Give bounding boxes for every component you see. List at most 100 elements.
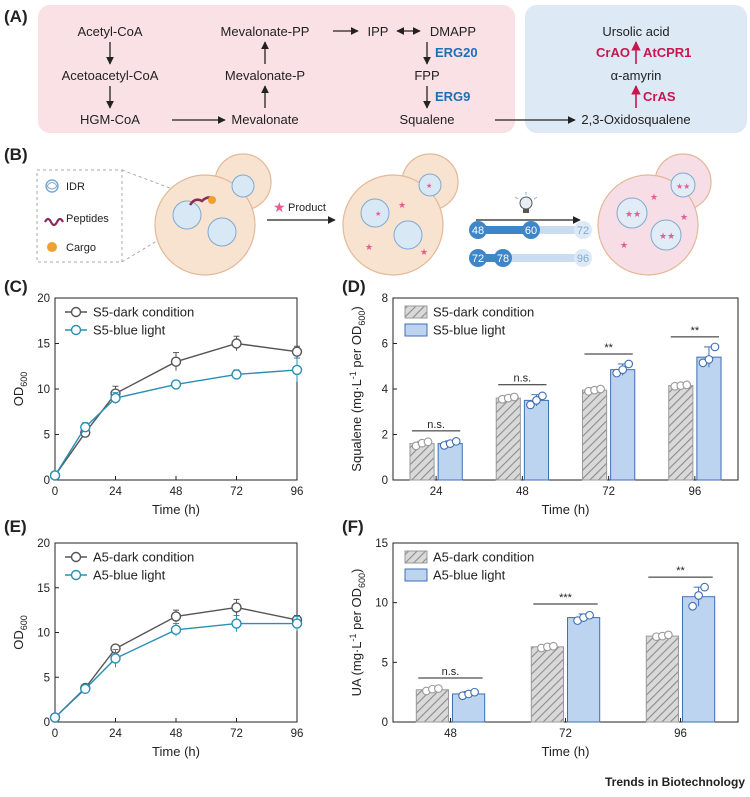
e-y-tick-label-4: 20	[37, 538, 50, 550]
d-dot-1-0-2	[451, 436, 461, 446]
pathway-triterpene-box	[525, 5, 747, 133]
f-sig-label-1: ***	[559, 592, 573, 604]
d-legend-swatch-1	[404, 323, 428, 337]
panel-label-e: (E)	[4, 517, 27, 536]
chart-e-od600-a5: 0 5 10 15 20 0 24 48 72 96 Time (h) OD600 A5-dark co…	[11, 538, 303, 759]
d-dot-1-1-2	[538, 391, 547, 401]
f-x-tick-label-0: 48	[444, 728, 457, 740]
cras-label: CrAS	[643, 89, 676, 104]
f-y-tick-label-0: 0	[382, 717, 388, 729]
f-bar-1-0	[452, 693, 486, 723]
panel-label-b: (B)	[4, 145, 28, 164]
f-legend-swatch-0	[404, 550, 428, 564]
timeline-2-end: 96	[577, 253, 589, 265]
peptides-icon	[44, 217, 64, 227]
c-y-tick-label-4: 20	[37, 293, 50, 305]
oxidosqualene-label: 2,3-Oxidosqualene	[581, 112, 690, 127]
footer-brand: Trends in Biotechnology	[605, 775, 745, 789]
legend-peptides-label: Peptides	[66, 213, 109, 225]
c-series-0-line	[54, 342, 298, 476]
c-x-tick-label-1: 24	[109, 486, 122, 498]
d-dot-1-1-0	[526, 400, 535, 410]
c-legend-label-1: S5-blue light	[93, 323, 166, 338]
e-x-tick-label-1: 24	[109, 728, 122, 740]
c-legend-marker-0	[70, 306, 82, 318]
light-bulb-icon	[514, 192, 538, 213]
d-y-tick-label-3: 6	[382, 339, 388, 351]
legend-cargo-label: Cargo	[66, 242, 96, 254]
e-series-1-point-0	[49, 712, 61, 723]
e-x-tick-label-0: 0	[52, 728, 58, 740]
f-legend-label-0: A5-dark condition	[433, 550, 534, 565]
svg-text:★: ★	[680, 212, 688, 222]
svg-text:★: ★	[375, 210, 381, 218]
e-legend-label-1: A5-blue light	[93, 568, 166, 583]
d-y-tick-label-0: 0	[382, 475, 388, 487]
e-series-0-point-3	[170, 611, 182, 622]
d-sig-label-2: **	[604, 342, 613, 354]
d-bar-1-2	[610, 369, 636, 481]
d-bar-0-3	[668, 385, 694, 481]
timeline-1	[469, 221, 592, 239]
d-x-tick-label-1: 48	[516, 486, 529, 498]
e-series-1-point-4	[231, 618, 242, 629]
c-y-axis-label: OD600	[11, 372, 29, 407]
atcpr1-label: AtCPR1	[643, 45, 691, 60]
c-x-tick-label-0: 0	[52, 486, 58, 498]
panel-label-a: (A)	[4, 7, 28, 26]
svg-text:★: ★	[420, 247, 428, 257]
f-bar-1-1	[567, 617, 601, 723]
c-series-0-point-5	[291, 346, 303, 357]
svg-text:★★: ★★	[676, 182, 690, 191]
f-dot-1-2-2	[700, 582, 709, 592]
legend-idr-label: IDR	[66, 181, 85, 193]
c-series-1-point-4	[231, 369, 242, 380]
timeline-1-end: 72	[577, 225, 589, 237]
c-series-1-point-2	[110, 392, 121, 404]
e-x-tick-label-3: 72	[230, 728, 243, 740]
d-dot-0-0-2	[423, 437, 433, 447]
c-series-1-point-1	[80, 422, 91, 433]
product-star-icon: ★	[273, 199, 286, 215]
legend-box	[36, 169, 123, 263]
d-sig-label-1: n.s.	[514, 373, 532, 385]
panel-label-d: (D)	[342, 277, 366, 296]
d-legend-label-1: S5-blue light	[433, 323, 506, 338]
f-bar-0-0	[415, 689, 449, 723]
f-bar-0-2	[645, 635, 679, 723]
idr-icon	[45, 179, 59, 193]
c-series-0-point-4	[231, 338, 242, 349]
c-series-1-line	[54, 369, 298, 476]
c-y-tick-label-3: 15	[37, 339, 50, 351]
f-dot-1-0-2	[470, 687, 479, 697]
d-x-tick-label-3: 96	[688, 486, 701, 498]
svg-text:★: ★	[426, 182, 432, 190]
c-series-1-point-5	[291, 364, 303, 376]
f-bar-0-1	[530, 646, 564, 723]
d-y-tick-label-1: 2	[382, 430, 388, 442]
d-dot-1-2-2	[624, 359, 634, 369]
panel-label-c: (C)	[4, 277, 28, 296]
f-dot-0-2-2	[664, 630, 673, 640]
e-x-tick-label-2: 48	[170, 728, 183, 740]
ursolic-acid-label: Ursolic acid	[602, 24, 669, 39]
f-y-axis-label: UA (mg·L-1 per OD600)	[348, 569, 367, 697]
c-x-tick-label-3: 72	[230, 486, 243, 498]
e-series-0-point-4	[231, 602, 242, 613]
c-y-tick-label-2: 10	[37, 384, 50, 396]
svg-text:★: ★	[620, 240, 628, 250]
svg-text:★★: ★★	[659, 231, 675, 241]
f-bar-1-2	[682, 596, 716, 723]
f-legend-label-1: A5-blue light	[433, 568, 506, 583]
d-bar-0-2	[581, 389, 608, 481]
d-dot-1-3-1	[704, 355, 714, 364]
erg20-label: ERG20	[435, 45, 478, 60]
d-bar-1-3	[696, 356, 722, 481]
f-dot-0-0-2	[434, 684, 443, 693]
acetoacetyl-coa-label: Acetoacetyl-CoA	[62, 68, 159, 83]
e-legend-label-0: A5-dark condition	[93, 550, 194, 565]
yeast-cell-1	[154, 153, 272, 276]
ipp-label: IPP	[368, 24, 389, 39]
